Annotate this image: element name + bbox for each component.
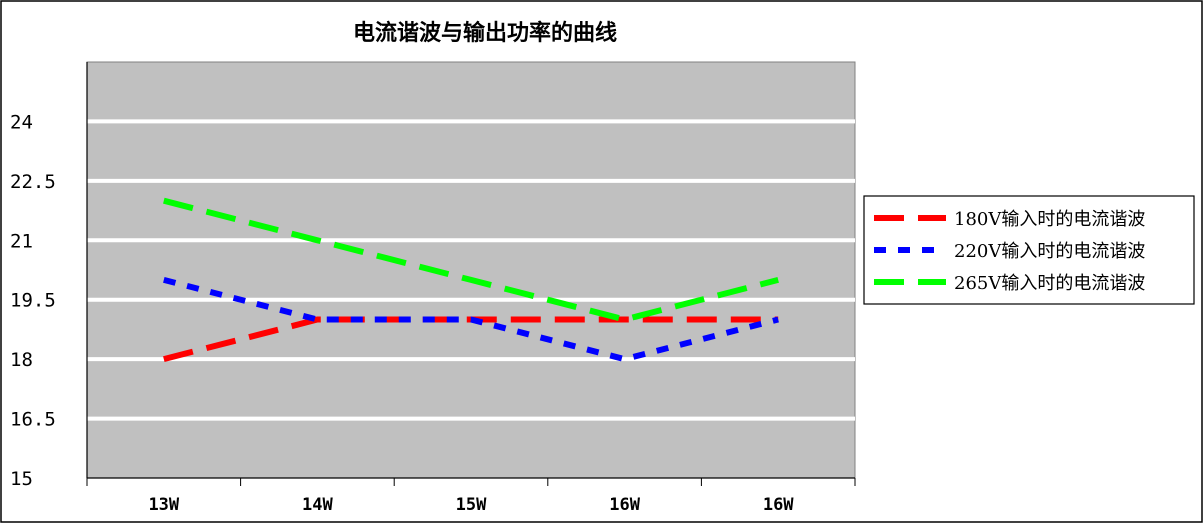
- y-tick-label: 18: [10, 349, 33, 371]
- legend-label: 180V输入时的电流谐波: [954, 209, 1145, 230]
- axes: 15 16.5 18 19.5 21 22.5 24 13W 14W 15W 16W 16W: [10, 62, 856, 515]
- y-tick-label: 21: [10, 230, 33, 252]
- x-tick-label: 16W: [609, 495, 640, 515]
- x-tick-label: 13W: [148, 495, 179, 515]
- y-tick-label: 24: [10, 111, 33, 133]
- legend-label: 265V输入时的电流谐波: [954, 273, 1145, 294]
- y-tick-label: 15: [10, 468, 33, 490]
- legend: 180V输入时的电流谐波 220V输入时的电流谐波 265V输入时的电流谐波: [863, 195, 1195, 305]
- y-tick-label: 19.5: [10, 290, 56, 312]
- y-tick-label: 16.5: [10, 409, 56, 431]
- chart-title: 电流谐波与输出功率的曲线: [353, 20, 617, 46]
- x-tick-label: 16W: [763, 495, 794, 515]
- legend-label: 220V输入时的电流谐波: [954, 241, 1145, 262]
- series-lines: [163, 197, 779, 363]
- y-tick-label: 22.5: [10, 171, 56, 193]
- x-tick-label: 14W: [302, 495, 333, 515]
- legend-box: [863, 195, 1195, 305]
- gridlines: [87, 119, 855, 421]
- series-line: [163, 276, 779, 363]
- plot-area: [86, 61, 856, 479]
- series-line: [163, 197, 779, 323]
- x-tick-label: 15W: [456, 495, 487, 515]
